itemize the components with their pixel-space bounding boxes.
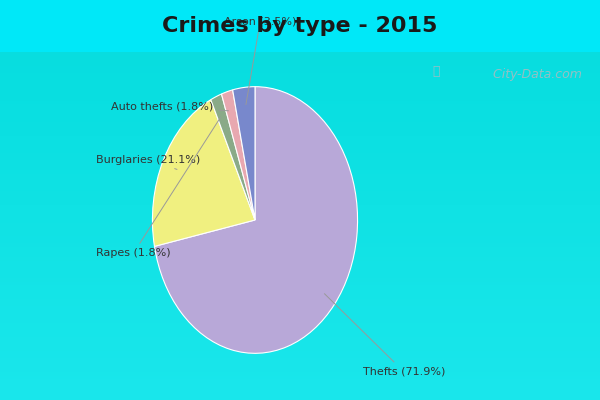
Wedge shape <box>211 94 255 220</box>
Wedge shape <box>233 87 255 220</box>
Text: ⦿: ⦿ <box>432 65 439 78</box>
Text: Auto thefts (1.8%): Auto thefts (1.8%) <box>112 102 229 112</box>
Wedge shape <box>221 90 255 220</box>
Text: Arson (3.5%): Arson (3.5%) <box>224 17 296 105</box>
Wedge shape <box>152 100 255 246</box>
Text: Crimes by type - 2015: Crimes by type - 2015 <box>163 16 437 36</box>
Text: City-Data.com: City-Data.com <box>485 68 582 81</box>
Text: Rapes (1.8%): Rapes (1.8%) <box>96 118 220 258</box>
Wedge shape <box>154 87 358 353</box>
Text: Thefts (71.9%): Thefts (71.9%) <box>325 294 445 377</box>
Text: Burglaries (21.1%): Burglaries (21.1%) <box>96 155 200 169</box>
